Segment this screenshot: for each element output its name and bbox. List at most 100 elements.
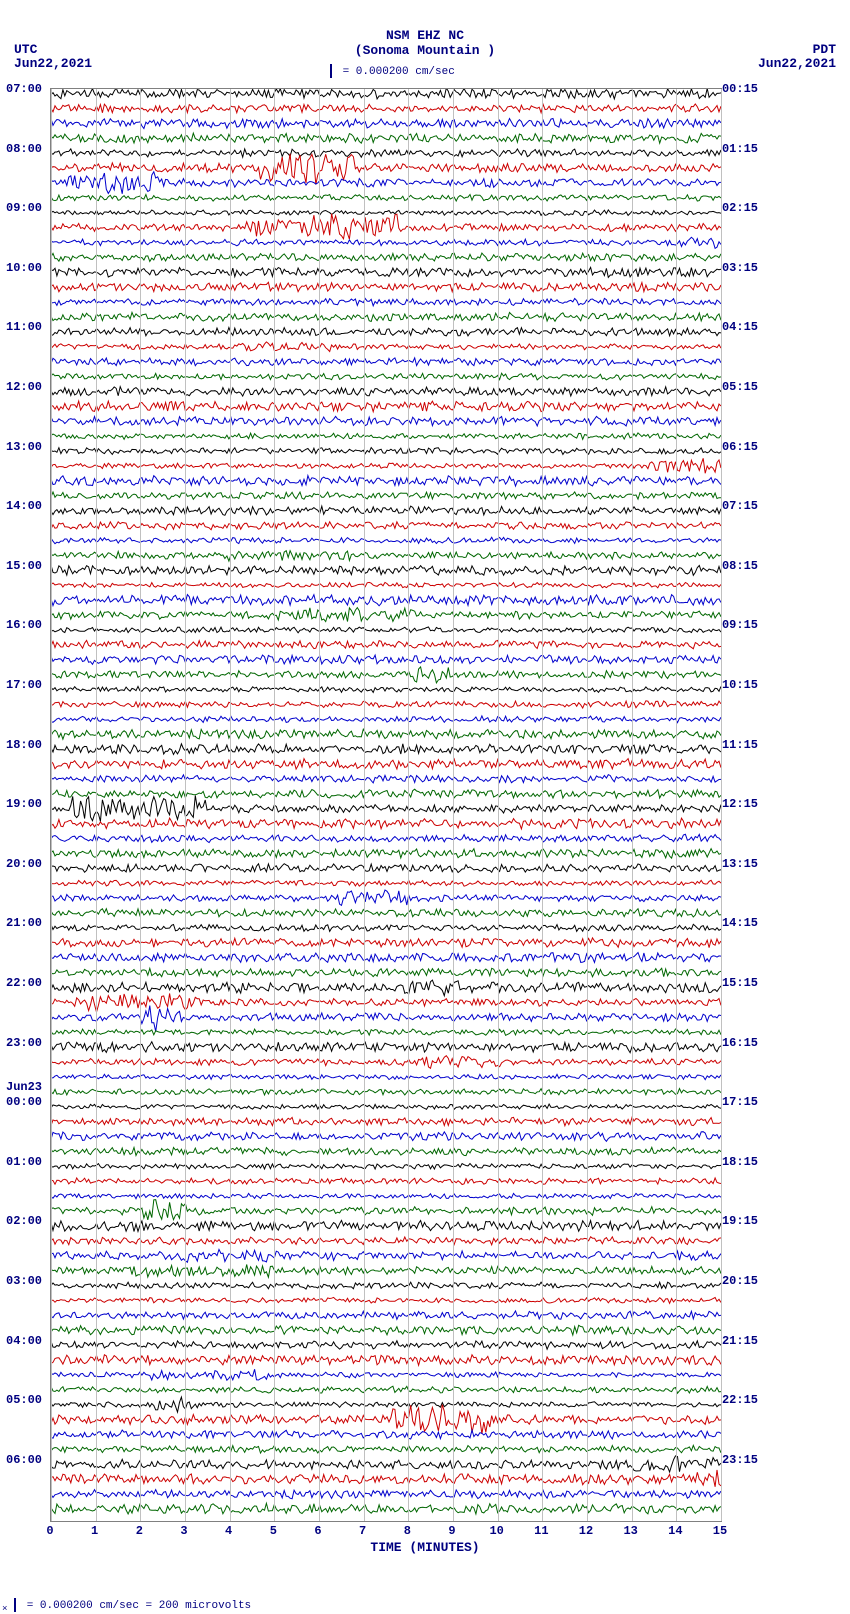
grid-line bbox=[230, 89, 231, 1521]
local-time-label: 07:15 bbox=[722, 499, 758, 513]
seismic-trace bbox=[51, 1178, 721, 1185]
x-tick: 4 bbox=[225, 1524, 232, 1538]
seismic-trace bbox=[51, 1397, 721, 1412]
local-time-label: 19:15 bbox=[722, 1214, 758, 1228]
seismic-trace bbox=[51, 476, 721, 487]
seismic-trace bbox=[51, 537, 721, 543]
grid-line bbox=[319, 89, 320, 1521]
utc-time-label: 07:00 bbox=[6, 82, 42, 96]
helicorder-container: NSM EHZ NC (Sonoma Mountain ) = 0.000200… bbox=[0, 0, 850, 1613]
seismic-trace bbox=[51, 312, 721, 321]
seismic-trace bbox=[51, 1237, 721, 1245]
station-code: NSM EHZ NC bbox=[0, 28, 850, 43]
seismic-trace bbox=[51, 655, 721, 664]
utc-time-label: 09:00 bbox=[6, 201, 42, 215]
seismic-trace bbox=[51, 1089, 721, 1095]
grid-line bbox=[587, 89, 588, 1521]
seismic-trace bbox=[51, 298, 721, 305]
seismic-trace bbox=[51, 796, 721, 822]
utc-time-label: 03:00 bbox=[6, 1274, 42, 1288]
seismic-trace bbox=[51, 890, 721, 905]
date-left: Jun22,2021 bbox=[14, 56, 92, 71]
x-tick: 12 bbox=[579, 1524, 593, 1538]
grid-line bbox=[676, 89, 677, 1521]
utc-time-label: 11:00 bbox=[6, 320, 42, 334]
seismic-trace bbox=[51, 1297, 721, 1303]
x-tick: 1 bbox=[91, 1524, 98, 1538]
local-time-label: 09:15 bbox=[722, 618, 758, 632]
seismic-trace bbox=[51, 492, 721, 499]
utc-time-label: 14:00 bbox=[6, 499, 42, 513]
seismic-trace bbox=[51, 416, 721, 426]
timezone-left: UTC bbox=[14, 42, 37, 57]
seismic-trace bbox=[51, 195, 721, 202]
utc-time-label: 12:00 bbox=[6, 380, 42, 394]
x-tick: 14 bbox=[668, 1524, 682, 1538]
seismic-trace bbox=[51, 1200, 721, 1220]
seismic-trace bbox=[51, 89, 721, 99]
seismic-trace bbox=[51, 582, 721, 587]
seismic-trace bbox=[51, 1220, 721, 1231]
utc-time-label: 08:00 bbox=[6, 142, 42, 156]
scale-text: = 0.000200 cm/sec bbox=[343, 66, 455, 78]
seismic-trace bbox=[51, 909, 721, 917]
local-time-label: 10:15 bbox=[722, 678, 758, 692]
seismic-trace bbox=[51, 387, 721, 397]
local-time-label: 22:15 bbox=[722, 1393, 758, 1407]
seismic-trace bbox=[51, 1405, 721, 1434]
seismic-trace bbox=[51, 716, 721, 723]
seismic-trace bbox=[51, 1445, 721, 1453]
utc-time-label: 06:00 bbox=[6, 1453, 42, 1467]
x-tick: 2 bbox=[136, 1524, 143, 1538]
seismic-trace bbox=[51, 328, 721, 336]
grid-line bbox=[453, 89, 454, 1521]
utc-time-label: 17:00 bbox=[6, 678, 42, 692]
utc-time-label: 05:00 bbox=[6, 1393, 42, 1407]
seismic-trace bbox=[51, 789, 721, 798]
x-tick: 9 bbox=[448, 1524, 455, 1538]
seismic-trace bbox=[51, 1074, 721, 1079]
grid-line bbox=[542, 89, 543, 1521]
seismic-trace bbox=[51, 1164, 721, 1170]
x-tick: 0 bbox=[46, 1524, 53, 1538]
seismic-trace bbox=[51, 744, 721, 755]
local-time-label: 11:15 bbox=[722, 738, 758, 752]
utc-time-label: 18:00 bbox=[6, 738, 42, 752]
seismic-trace bbox=[51, 864, 721, 873]
local-time-label: 00:15 bbox=[722, 82, 758, 96]
seismic-trace bbox=[51, 1341, 721, 1349]
grid-line bbox=[274, 89, 275, 1521]
seismic-trace bbox=[51, 119, 721, 129]
local-time-label: 02:15 bbox=[722, 201, 758, 215]
seismic-trace bbox=[51, 1470, 721, 1487]
seismic-trace bbox=[51, 1104, 721, 1109]
seismic-trace bbox=[51, 686, 721, 692]
x-tick: 3 bbox=[180, 1524, 187, 1538]
seismic-trace bbox=[51, 458, 721, 473]
seismic-trace bbox=[51, 253, 721, 261]
date-marker: Jun23 bbox=[6, 1080, 42, 1094]
local-time-label: 12:15 bbox=[722, 797, 758, 811]
seismic-trace bbox=[51, 834, 721, 842]
grid-line bbox=[408, 89, 409, 1521]
seismic-trace bbox=[51, 1042, 721, 1053]
local-time-label: 08:15 bbox=[722, 559, 758, 573]
utc-time-label: 20:00 bbox=[6, 857, 42, 871]
station-location: (Sonoma Mountain ) bbox=[0, 43, 850, 58]
seismic-trace bbox=[51, 1147, 721, 1155]
seismic-trace bbox=[51, 282, 721, 291]
seismic-trace bbox=[51, 565, 721, 575]
seismic-trace bbox=[51, 1386, 721, 1393]
grid-line bbox=[498, 89, 499, 1521]
utc-time-label: 19:00 bbox=[6, 797, 42, 811]
seismic-trace bbox=[51, 104, 721, 113]
scale-indicator: = 0.000200 cm/sec bbox=[330, 64, 455, 78]
seismic-trace bbox=[51, 627, 721, 633]
local-time-label: 03:15 bbox=[722, 261, 758, 275]
seismic-trace bbox=[51, 1249, 721, 1262]
footer-text: = 0.000200 cm/sec = 200 microvolts bbox=[27, 1600, 251, 1612]
seismic-trace bbox=[51, 953, 721, 963]
grid-line bbox=[51, 89, 52, 1521]
utc-time-label: 21:00 bbox=[6, 916, 42, 930]
seismic-trace bbox=[51, 980, 721, 996]
